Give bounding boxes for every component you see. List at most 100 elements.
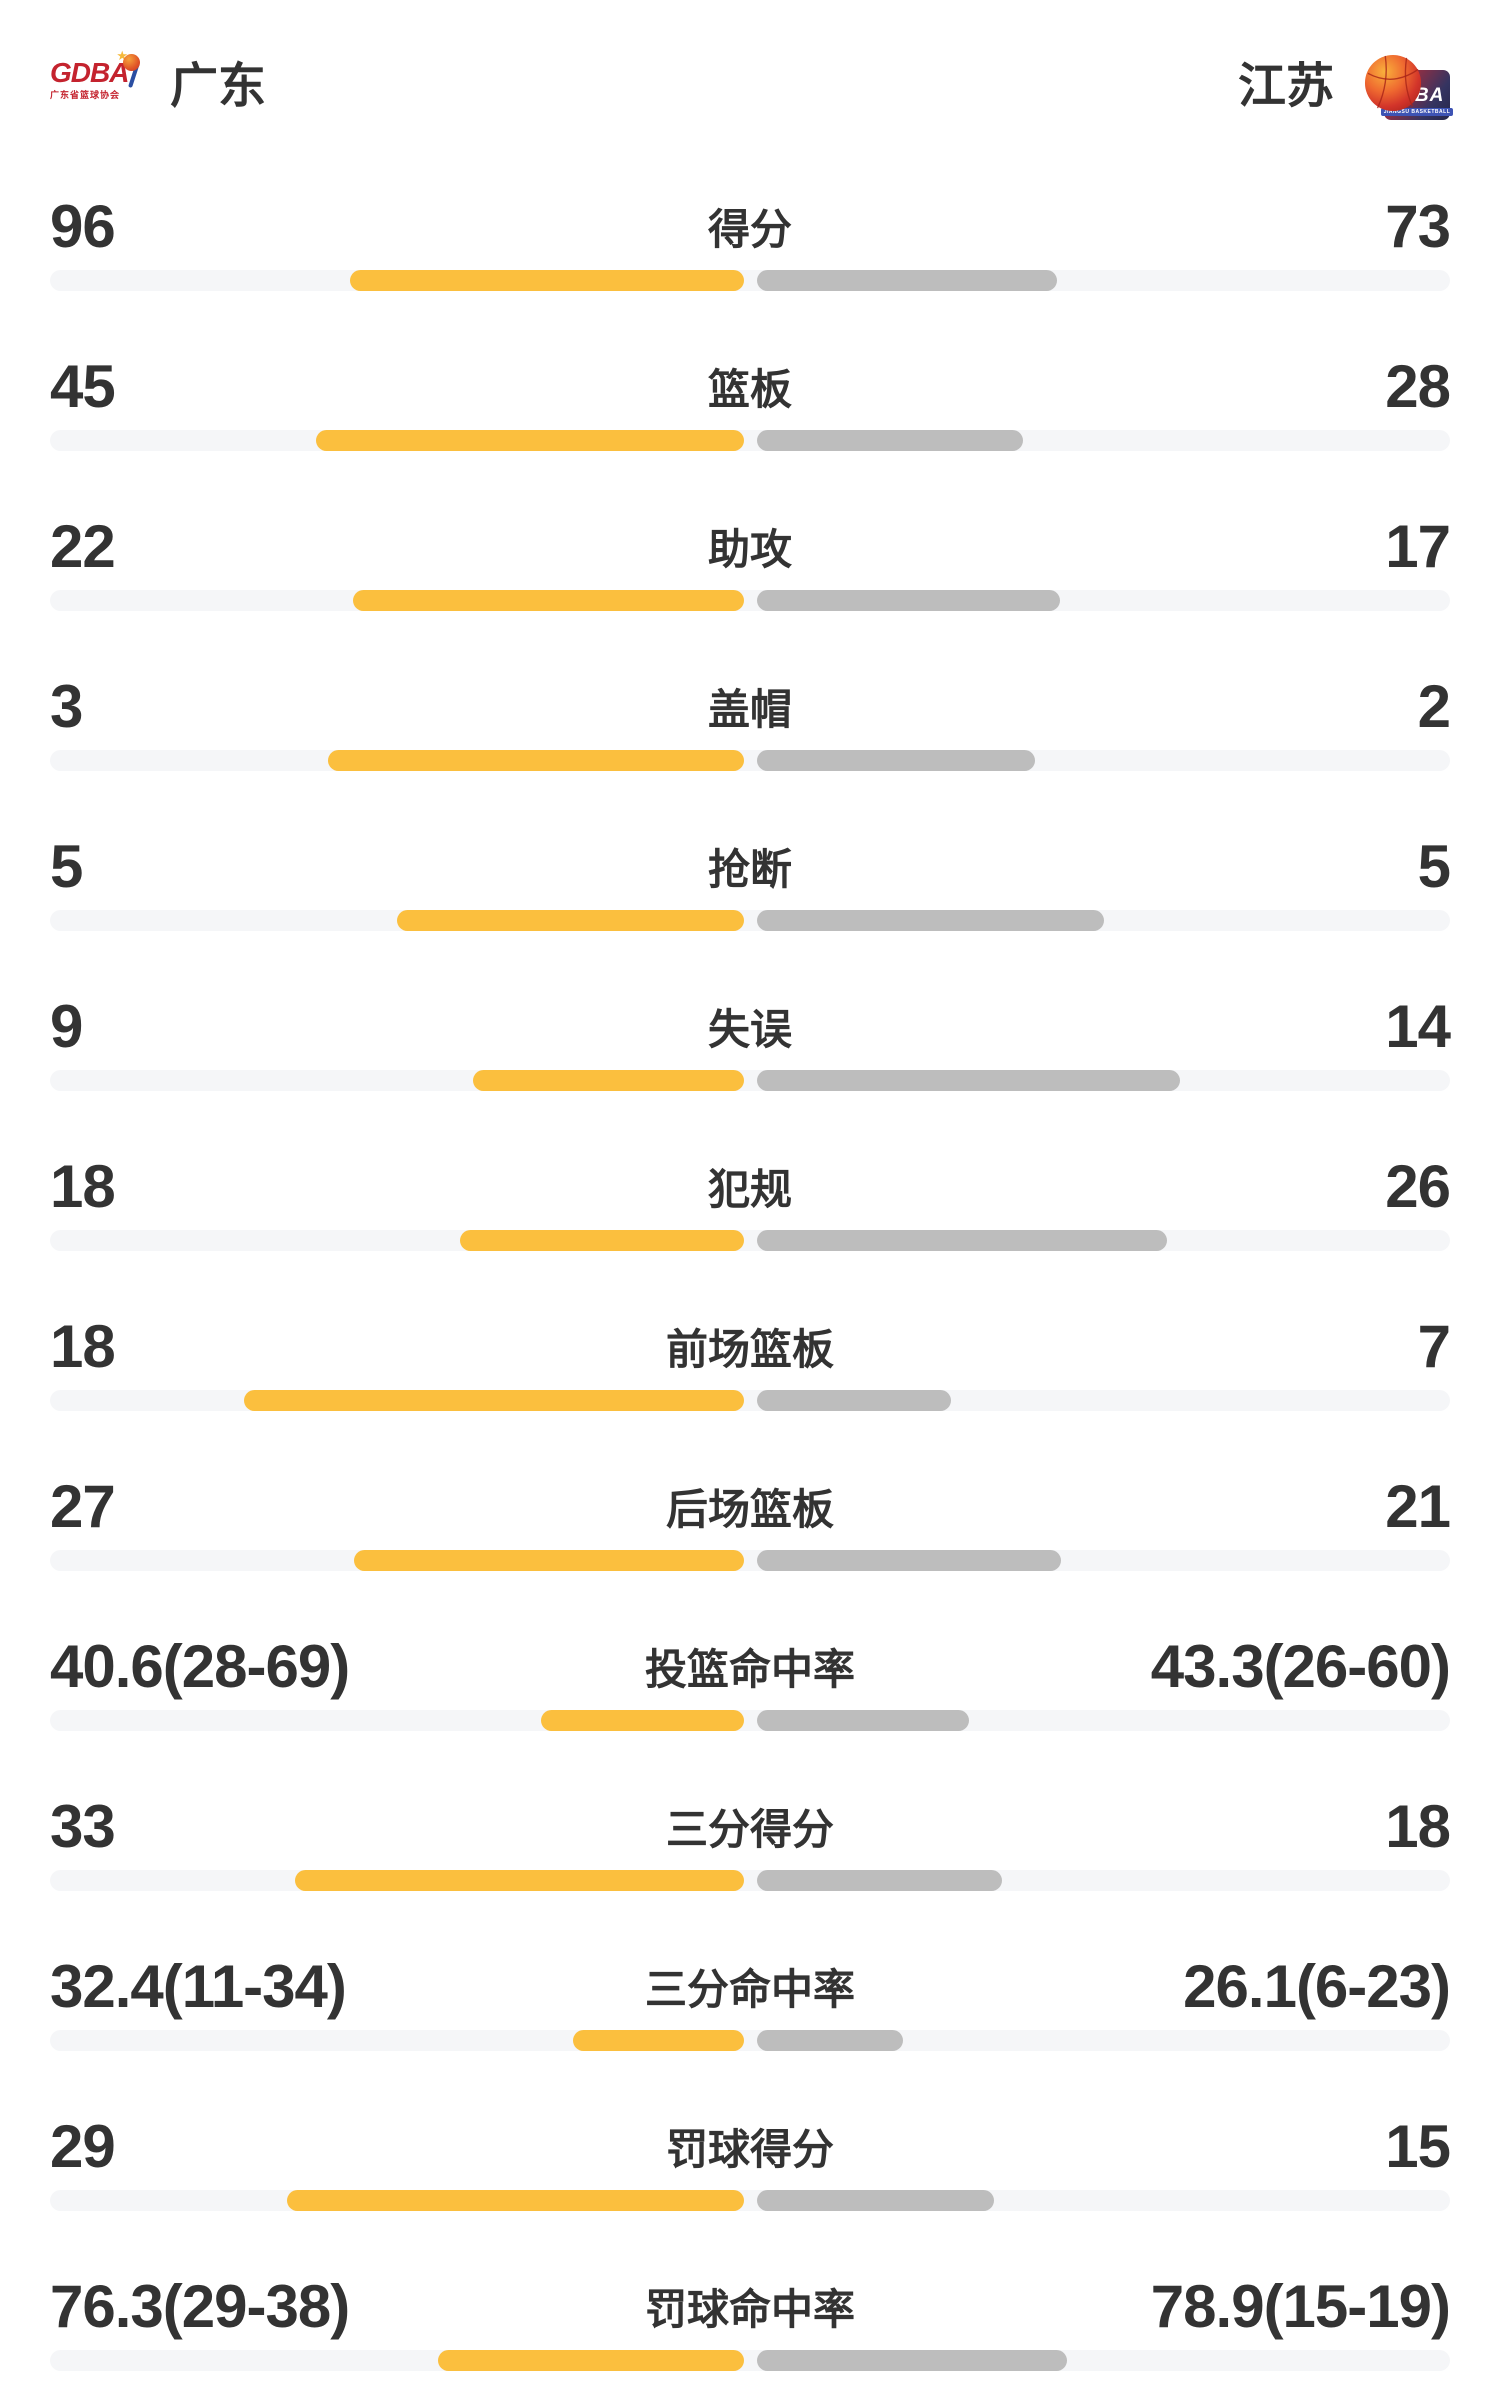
away-value: 18	[1385, 1792, 1451, 1860]
away-value: 26.1(6-23)	[1183, 1952, 1451, 2020]
stat-row: 18 犯规 26	[50, 1120, 1451, 1280]
stat-label: 失误	[707, 1005, 793, 1053]
stat-bar-track	[50, 1550, 1450, 1571]
stat-label: 罚球得分	[665, 2125, 835, 2173]
stat-label: 盖帽	[707, 685, 793, 733]
home-bar	[287, 2190, 744, 2211]
home-bar	[397, 910, 744, 931]
home-value: 33	[50, 1792, 116, 1860]
stat-label: 三分得分	[665, 1805, 835, 1853]
stat-bar-track	[50, 1390, 1450, 1411]
stat-line: 27 后场篮板 21	[50, 1473, 1451, 1540]
away-bar	[757, 430, 1023, 451]
stat-row: 76.3(29-38) 罚球命中率 78.9(15-19)	[50, 2240, 1451, 2400]
away-value: 78.9(15-19)	[1150, 2272, 1451, 2340]
away-bar	[757, 1550, 1061, 1571]
stat-bar-track	[50, 270, 1450, 291]
away-value: 73	[1385, 192, 1451, 260]
stat-label: 三分命中率	[644, 1965, 856, 2013]
basketball-icon	[123, 54, 140, 71]
stat-row: 29 罚球得分 15	[50, 2080, 1451, 2240]
home-value: 76.3(29-38)	[50, 2272, 350, 2340]
stat-label: 得分	[707, 205, 793, 253]
stat-row: 27 后场篮板 21	[50, 1440, 1451, 1600]
away-value: 5	[1417, 832, 1451, 900]
home-value: 22	[50, 512, 116, 580]
away-value: 15	[1385, 2112, 1451, 2180]
away-team-header: 江苏 J	[1237, 54, 1454, 120]
stat-row: 18 前场篮板 7	[50, 1280, 1451, 1440]
header: GDBA 广东省篮球协会 ★ 广东 江苏	[0, 0, 1500, 160]
stat-label: 前场篮板	[665, 1325, 835, 1373]
stat-row: 32.4(11-34) 三分命中率 26.1(6-23)	[50, 1920, 1451, 2080]
away-bar	[757, 270, 1057, 291]
stat-label: 犯规	[707, 1165, 793, 1213]
away-value: 7	[1417, 1312, 1451, 1380]
away-bar	[757, 2350, 1067, 2371]
stat-bar-track	[50, 2350, 1450, 2371]
home-value: 18	[50, 1152, 116, 1220]
home-team-name: 广东	[170, 60, 267, 113]
stat-bar-track	[50, 1230, 1450, 1251]
stat-line: 18 犯规 26	[50, 1153, 1451, 1220]
home-value: 29	[50, 2112, 116, 2180]
home-bar	[473, 1070, 744, 1091]
away-bar	[757, 1710, 969, 1731]
home-bar	[573, 2030, 744, 2051]
away-bar	[757, 1390, 951, 1411]
jsba-logo-subtext: JIANGSU BASKETBALL	[1380, 108, 1454, 116]
stat-line: 45 篮板 28	[50, 353, 1451, 420]
away-team-name: 江苏	[1237, 60, 1334, 113]
away-bar	[757, 1230, 1167, 1251]
home-value: 5	[50, 832, 83, 900]
stat-row: 33 三分得分 18	[50, 1760, 1451, 1920]
stat-line: 96 得分 73	[50, 193, 1451, 260]
home-value: 96	[50, 192, 116, 260]
away-value: 2	[1417, 672, 1451, 740]
home-value: 9	[50, 992, 83, 1060]
stat-line: 40.6(28-69) 投篮命中率 43.3(26-60)	[50, 1633, 1451, 1700]
home-team-header: GDBA 广东省篮球协会 ★ 广东	[50, 49, 267, 118]
stat-row: 96 得分 73	[50, 160, 1451, 320]
away-bar	[757, 2190, 994, 2211]
basketball-icon	[1364, 54, 1422, 112]
home-value: 18	[50, 1312, 116, 1380]
away-value: 21	[1385, 1472, 1451, 1540]
away-bar	[757, 1870, 1002, 1891]
away-value: 14	[1385, 992, 1451, 1060]
stat-bar-track	[50, 2030, 1450, 2051]
away-bar	[757, 2030, 903, 2051]
gdba-logo-subtext: 广东省篮球协会	[50, 90, 121, 100]
stat-label: 投篮命中率	[644, 1645, 856, 1693]
home-value: 27	[50, 1472, 116, 1540]
stat-row: 45 篮板 28	[50, 320, 1451, 480]
home-value: 3	[50, 672, 83, 740]
stat-line: 9 失误 14	[50, 993, 1451, 1060]
stat-line: 18 前场篮板 7	[50, 1313, 1451, 1380]
home-bar	[353, 590, 744, 611]
home-bar	[460, 1230, 744, 1251]
home-bar	[354, 1550, 744, 1571]
stats-list: 96 得分 73 45 篮板 28 22 助攻 17 3 盖帽 2 5 抢断 5 9 失误 14 18 犯规 26 18 前…	[0, 160, 1500, 2400]
stat-bar-track	[50, 430, 1450, 451]
away-bar	[757, 590, 1060, 611]
away-bar	[757, 1070, 1180, 1091]
stat-label: 篮板	[707, 365, 793, 413]
stat-line: 3 盖帽 2	[50, 673, 1451, 740]
stat-label: 抢断	[707, 845, 793, 893]
away-bar	[757, 750, 1035, 771]
stat-line: 5 抢断 5	[50, 833, 1451, 900]
home-bar	[295, 1870, 744, 1891]
home-value: 32.4(11-34)	[50, 1952, 347, 2020]
away-team-logo: JSBA JIANGSU BASKETBALL	[1364, 54, 1454, 120]
stat-label: 助攻	[707, 525, 793, 573]
stat-bar-track	[50, 590, 1450, 611]
home-bar	[328, 750, 744, 771]
stat-bar-track	[50, 1070, 1450, 1091]
stat-row: 40.6(28-69) 投篮命中率 43.3(26-60)	[50, 1600, 1451, 1760]
home-bar	[438, 2350, 744, 2371]
stat-label: 罚球命中率	[644, 2285, 856, 2333]
stat-line: 33 三分得分 18	[50, 1793, 1451, 1860]
away-bar	[757, 910, 1104, 931]
